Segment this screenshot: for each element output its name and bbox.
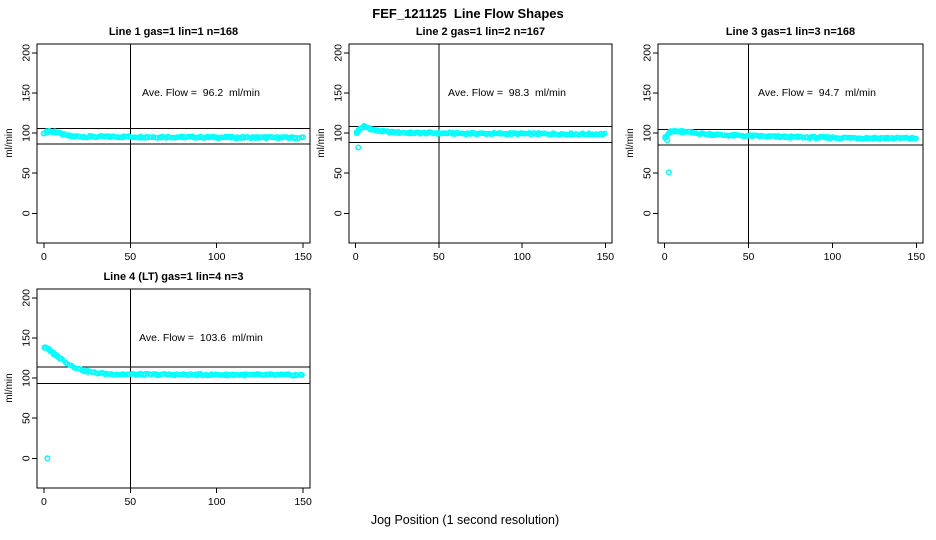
x-tick-label: 100 <box>513 251 531 263</box>
outlier-point <box>665 169 672 176</box>
outlier-point <box>44 455 51 462</box>
x-tick-label: 0 <box>662 251 668 263</box>
outlier-point <box>664 137 671 144</box>
x-tick-label: 0 <box>41 496 47 508</box>
y-tick-label: 0 <box>642 210 654 216</box>
x-tick-label: 150 <box>294 496 312 508</box>
y-tick-label: 200 <box>642 44 654 62</box>
y-tick-label: 0 <box>21 455 33 461</box>
y-tick-label: 100 <box>21 369 33 387</box>
x-tick-label: 50 <box>124 251 136 263</box>
x-tick-label: 100 <box>208 251 226 263</box>
panel-3-ave-flow-annotation: Ave. Flow = 94.7 ml/min <box>758 87 876 99</box>
y-tick-label: 200 <box>333 44 345 62</box>
plot-panel-1: 0 50 100 150 0 50 100 150 200 <box>21 43 312 263</box>
panel-2-y-axis-label: ml/min <box>316 128 327 158</box>
panel-3-title: Line 3 gas=1 lin=3 n=168 <box>725 26 856 38</box>
plot-panel-2: 0 50 100 150 0 50 100 150 200 <box>333 43 615 263</box>
x-tick-label: 50 <box>743 251 755 263</box>
x-tick-label: 100 <box>208 496 226 508</box>
y-tick-label: 150 <box>333 84 345 102</box>
panel-4-title: Line 4 (LT) gas=1 lin=4 n=3 <box>103 271 244 283</box>
y-tick-label: 200 <box>21 44 33 62</box>
y-tick-label: 50 <box>21 412 33 424</box>
y-tick-label: 50 <box>21 167 33 179</box>
x-tick-label: 0 <box>41 251 47 263</box>
data-points <box>40 127 307 142</box>
y-tick-label: 150 <box>21 329 33 347</box>
panel-2-ave-flow-annotation: Ave. Flow = 98.3 ml/min <box>448 87 566 99</box>
plot-panel-4: 0 50 100 150 0 50 100 150 200 <box>21 288 312 508</box>
y-tick-label: 150 <box>21 84 33 102</box>
panel-1-y-axis-label: ml/min <box>4 128 15 158</box>
data-points <box>662 127 919 176</box>
x-tick-label: 50 <box>433 251 445 263</box>
plot-frame <box>348 43 613 244</box>
plot-frame <box>36 43 311 244</box>
y-tick-label: 100 <box>333 124 345 142</box>
y-tick-label: 100 <box>21 124 33 142</box>
y-tick-label: 50 <box>333 167 345 179</box>
y-tick-label: 200 <box>21 289 33 307</box>
plot-frame <box>36 288 311 489</box>
x-tick-label: 150 <box>908 251 926 263</box>
y-tick-label: 150 <box>642 84 654 102</box>
x-tick-label: 50 <box>124 496 136 508</box>
panel-3-y-axis-label: ml/min <box>625 128 636 158</box>
x-tick-label: 0 <box>353 251 359 263</box>
data-points <box>41 344 305 462</box>
x-tick-label: 100 <box>824 251 842 263</box>
panel-4-ave-flow-annotation: Ave. Flow = 103.6 ml/min <box>139 332 263 344</box>
panel-2-title: Line 2 gas=1 lin=2 n=167 <box>415 26 546 38</box>
y-tick-label: 50 <box>642 167 654 179</box>
figure-title: FEF_121125 Line Flow Shapes <box>372 6 564 21</box>
y-tick-label: 0 <box>333 210 345 216</box>
data-points <box>353 122 608 151</box>
x-axis-label: Jog Position (1 second resolution) <box>370 513 560 527</box>
outlier-point <box>355 144 362 151</box>
plot-frame <box>657 43 924 244</box>
x-tick-label: 150 <box>294 251 312 263</box>
panel-1-title: Line 1 gas=1 lin=1 n=168 <box>108 26 239 38</box>
panel-4-y-axis-label: ml/min <box>4 373 15 403</box>
plot-panel-3: 0 50 100 150 0 50 100 150 200 <box>642 43 926 263</box>
y-tick-label: 0 <box>21 210 33 216</box>
x-tick-label: 150 <box>597 251 615 263</box>
y-tick-label: 100 <box>642 124 654 142</box>
panel-1-ave-flow-annotation: Ave. Flow = 96.2 ml/min <box>142 87 260 99</box>
